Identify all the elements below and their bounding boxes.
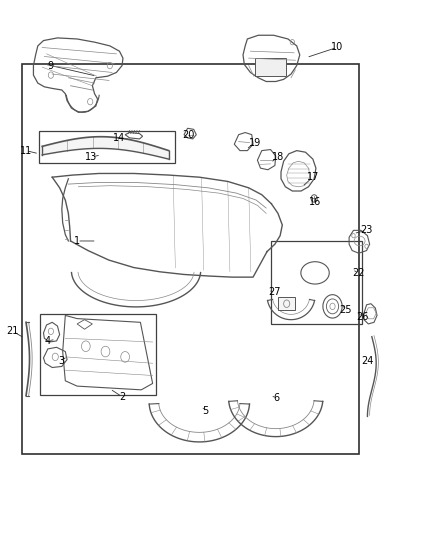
Text: 13: 13 <box>85 152 98 162</box>
Text: 16: 16 <box>309 197 321 207</box>
Text: 24: 24 <box>361 356 374 366</box>
Text: 25: 25 <box>339 305 352 315</box>
Text: 14: 14 <box>113 133 125 143</box>
Text: 21: 21 <box>7 326 19 336</box>
Text: 20: 20 <box>182 130 194 140</box>
FancyBboxPatch shape <box>255 58 286 76</box>
Text: 19: 19 <box>249 138 261 148</box>
Text: 10: 10 <box>331 43 343 52</box>
Bar <box>21 64 359 454</box>
Text: 9: 9 <box>48 61 54 70</box>
Bar <box>39 131 175 163</box>
Text: 27: 27 <box>268 287 281 297</box>
Text: 11: 11 <box>20 146 32 156</box>
Bar <box>40 314 155 395</box>
Text: 2: 2 <box>119 392 125 402</box>
Text: 18: 18 <box>272 152 284 162</box>
Text: 3: 3 <box>58 356 64 366</box>
Text: 26: 26 <box>356 312 368 322</box>
FancyBboxPatch shape <box>278 297 295 310</box>
Text: 6: 6 <box>274 393 280 403</box>
Text: 23: 23 <box>360 225 373 236</box>
Text: 22: 22 <box>353 268 365 278</box>
Text: 5: 5 <box>202 406 208 416</box>
Text: 1: 1 <box>74 236 80 246</box>
Bar <box>272 241 362 324</box>
Text: 4: 4 <box>45 336 51 346</box>
Text: 17: 17 <box>307 172 319 182</box>
